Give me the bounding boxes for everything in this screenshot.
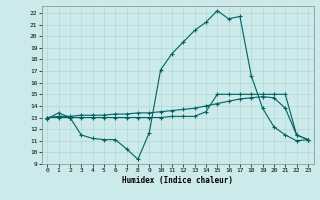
X-axis label: Humidex (Indice chaleur): Humidex (Indice chaleur) — [122, 176, 233, 185]
